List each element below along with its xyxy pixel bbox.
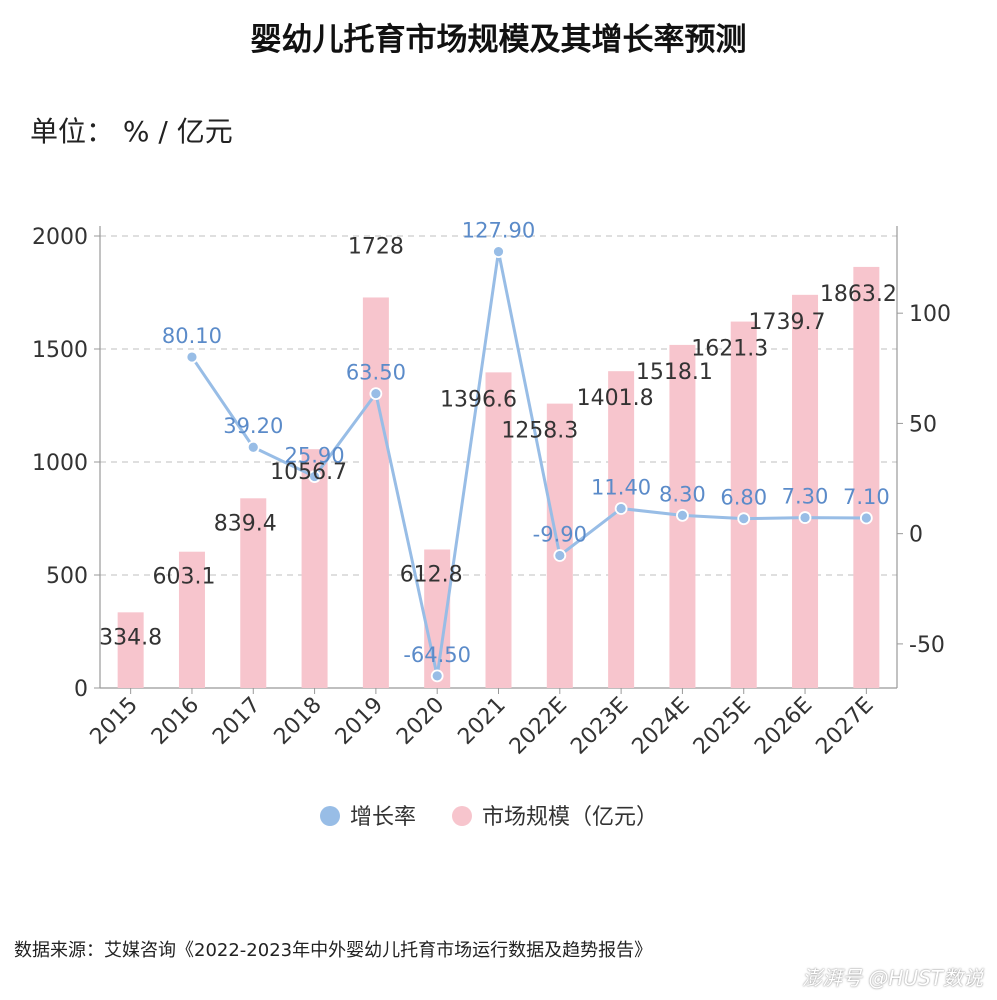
growth-value-label: -64.50: [403, 643, 471, 667]
left-tick-label: 0: [74, 677, 88, 702]
growth-point: [676, 508, 689, 522]
x-tick-label: 2018: [270, 693, 327, 750]
bar-value-label: 603.1: [152, 565, 215, 590]
bar-value-label: 1258.3: [501, 419, 578, 444]
bar: [178, 551, 205, 688]
x-tick-label: 2016: [147, 693, 204, 750]
growth-line: [190, 250, 867, 678]
legend-label-market: 市场规模（亿元）: [482, 805, 658, 830]
watermark: 澎湃号 @HUST数说: [802, 966, 983, 990]
bar: [485, 372, 512, 688]
bar: [117, 612, 144, 688]
x-tick-label: 2026E: [750, 693, 817, 760]
right-tick-label: 50: [909, 412, 937, 437]
bar-value-label: 334.8: [99, 625, 162, 650]
bar: [792, 294, 819, 688]
growth-value-label: 80.10: [162, 324, 222, 348]
bar-value-label: 1863.2: [820, 282, 897, 307]
right-tick-label: 0: [909, 523, 923, 548]
bar-value-label: 1621.3: [691, 337, 768, 362]
growth-value-label: 63.50: [346, 361, 406, 385]
bar: [608, 371, 635, 688]
x-tick-label: 2027E: [811, 693, 878, 760]
x-tick-label: 2023E: [566, 693, 633, 760]
growth-value-label: -9.90: [533, 522, 587, 546]
growth-point: [614, 502, 628, 515]
x-tick-label: 2020: [392, 693, 449, 750]
growth-value-label: 7.30: [782, 485, 829, 509]
unit-label: 单位： % / 亿元: [30, 115, 233, 148]
left-tick-label: 500: [46, 564, 88, 589]
legend-label-growth: 增长率: [350, 805, 416, 830]
x-tick-label: 2017: [208, 693, 265, 750]
growth-point: [185, 350, 199, 364]
left-tick-label: 1000: [32, 451, 88, 476]
growth-point: [369, 387, 383, 401]
bar-value-label: 1056.7: [270, 460, 347, 485]
growth-value-label: 25.90: [285, 444, 345, 468]
left-tick-label: 2000: [32, 225, 88, 250]
bar: [546, 403, 573, 688]
growth-point: [308, 470, 321, 483]
source-note: 数据来源：艾媒咨询《2022-2023年中外婴幼儿托育市场运行数据及趋势报告》: [14, 940, 653, 961]
bar-value-label: 1396.6: [440, 387, 517, 412]
bar-value-label: 1739.7: [749, 310, 826, 335]
left-tick-label: 1500: [32, 338, 88, 363]
bar: [853, 266, 880, 688]
growth-value-label: 6.80: [720, 486, 767, 510]
bar: [240, 498, 267, 688]
right-tick-label: -50: [909, 633, 945, 658]
growth-value-label: 127.90: [462, 219, 535, 243]
bar-series: [117, 266, 880, 688]
bar: [730, 321, 757, 688]
x-tick-label: 2024E: [628, 693, 695, 760]
legend-swatch-growth: [320, 806, 340, 826]
x-tick-label: 2019: [331, 693, 388, 750]
growth-value-label: 8.30: [659, 482, 706, 506]
growth-point: [492, 245, 505, 259]
x-tick-label: 2015: [86, 693, 143, 750]
growth-value-label: 39.20: [223, 414, 283, 438]
growth-point: [430, 669, 444, 683]
bar-value-label: 612.8: [400, 563, 463, 588]
legend-swatch-market: [452, 806, 472, 826]
bar: [362, 297, 389, 688]
bar-value-label: 1401.8: [577, 386, 654, 411]
line-series: [185, 245, 873, 683]
growth-point: [737, 512, 751, 526]
growth-point: [798, 511, 812, 524]
growth-point: [553, 549, 567, 562]
growth-point: [859, 511, 873, 525]
growth-point: [246, 440, 260, 454]
bar-value-label: 1518.1: [636, 360, 713, 385]
x-tick-label: 2025E: [689, 693, 756, 760]
bar-value-label: 1728: [348, 234, 404, 259]
growth-value-label: 7.10: [843, 485, 890, 509]
bar: [301, 449, 328, 688]
chart-title: 婴幼儿托育市场规模及其增长率预测: [250, 22, 747, 58]
x-tick-label: 2022E: [505, 693, 572, 760]
data-labels: 334.8 603.1 839.4 1056.7 1728 612.8 1396.6 1258…: [99, 219, 897, 667]
growth-value-label: 11.40: [591, 476, 651, 500]
bar-value-label: 839.4: [214, 511, 277, 536]
right-tick-label: 100: [909, 302, 951, 327]
legend: 增长率 市场规模（亿元）: [320, 805, 658, 830]
x-tick-label: 2021: [453, 693, 510, 750]
